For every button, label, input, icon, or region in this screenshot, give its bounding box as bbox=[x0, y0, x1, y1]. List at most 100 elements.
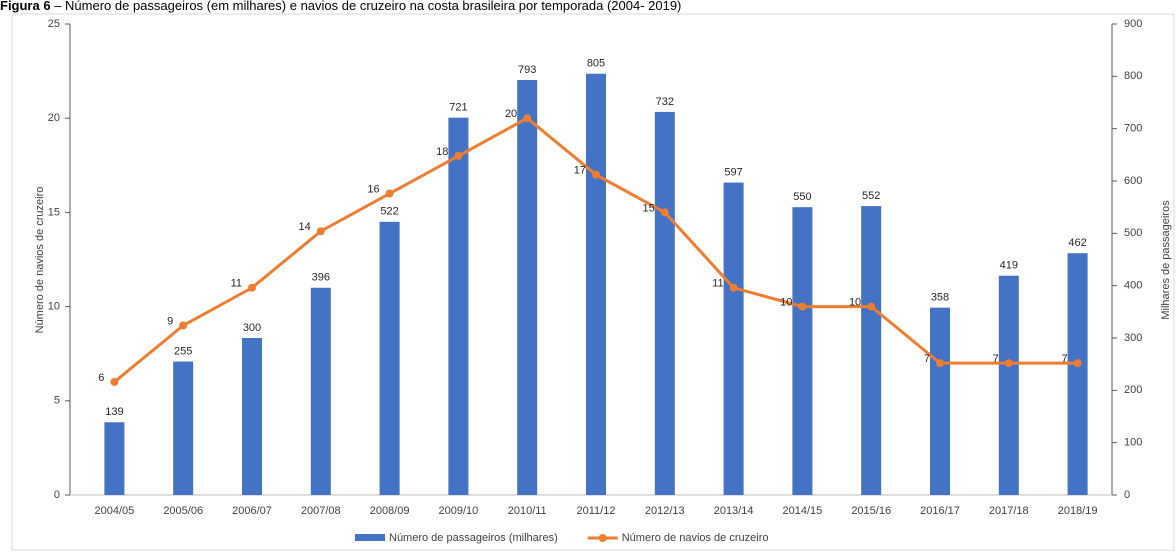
bar bbox=[310, 287, 331, 495]
x-tick-label: 2010/11 bbox=[508, 505, 547, 517]
legend-swatch bbox=[355, 534, 385, 541]
x-tick-label: 2009/10 bbox=[439, 505, 479, 517]
y2-tick-label: 800 bbox=[1124, 70, 1142, 82]
line-label: 16 bbox=[367, 183, 379, 195]
y2-tick-label: 0 bbox=[1124, 489, 1130, 501]
y2-tick-label: 200 bbox=[1124, 384, 1142, 396]
line-label: 15 bbox=[643, 202, 655, 214]
x-tick-label: 2008/09 bbox=[370, 505, 410, 517]
bar-label: 462 bbox=[1068, 237, 1086, 249]
line-label: 7 bbox=[993, 353, 999, 365]
line-marker bbox=[316, 227, 325, 236]
line-label: 7 bbox=[924, 353, 930, 365]
line-marker bbox=[1004, 359, 1013, 368]
bar-label: 552 bbox=[862, 190, 880, 202]
y2-tick-label: 500 bbox=[1124, 227, 1142, 239]
line-label: 10 bbox=[780, 297, 792, 309]
x-tick-label: 2011/12 bbox=[577, 505, 616, 517]
line-marker bbox=[592, 170, 600, 179]
bar bbox=[998, 275, 1019, 495]
x-tick-label: 2007/08 bbox=[301, 505, 341, 517]
line-label: 11 bbox=[712, 278, 723, 290]
line-label: 14 bbox=[299, 221, 311, 233]
bar bbox=[792, 207, 813, 495]
line-label: 7 bbox=[1061, 353, 1067, 365]
line-label: 18 bbox=[436, 146, 448, 158]
line-marker bbox=[179, 321, 188, 330]
legend-label: Número de navios de cruzeiro bbox=[622, 532, 769, 544]
bar-label: 255 bbox=[174, 345, 192, 357]
x-tick-label: 2012/13 bbox=[645, 505, 685, 517]
x-tick-label: 2018/19 bbox=[1058, 505, 1098, 517]
line-label: 6 bbox=[98, 372, 104, 384]
line-marker bbox=[1073, 359, 1082, 368]
bar bbox=[861, 206, 882, 495]
bar-label: 597 bbox=[724, 166, 742, 178]
y-axis-label: Número de navios de cruzeiro bbox=[34, 187, 46, 334]
line-marker bbox=[248, 283, 256, 292]
line-label: 17 bbox=[574, 165, 586, 177]
bar-label: 139 bbox=[105, 406, 123, 418]
line-marker bbox=[110, 377, 119, 386]
bar bbox=[242, 338, 262, 495]
y-tick-label: 0 bbox=[54, 489, 60, 501]
y-tick-label: 20 bbox=[48, 112, 60, 124]
y-tick-label: 10 bbox=[48, 301, 60, 313]
y-tick-label: 15 bbox=[48, 206, 60, 218]
bar-label: 300 bbox=[243, 322, 261, 334]
bar bbox=[448, 117, 469, 495]
x-tick-label: 2005/06 bbox=[163, 505, 203, 517]
bar bbox=[586, 73, 606, 495]
bar-label: 419 bbox=[1000, 260, 1018, 272]
y2-tick-label: 300 bbox=[1124, 332, 1142, 344]
y2-tick-label: 900 bbox=[1124, 18, 1142, 30]
y2-tick-label: 700 bbox=[1124, 123, 1142, 135]
bar-label: 732 bbox=[656, 96, 674, 108]
legend-label: Número de passageiros (milhares) bbox=[389, 532, 558, 544]
bar-label: 358 bbox=[931, 292, 949, 304]
bar bbox=[654, 111, 675, 496]
line-marker bbox=[385, 189, 394, 198]
x-tick-label: 2004/05 bbox=[95, 505, 135, 517]
y2-tick-label: 600 bbox=[1124, 175, 1142, 187]
legend-swatch-marker bbox=[598, 534, 607, 542]
line-label: 11 bbox=[231, 278, 242, 290]
line-label: 9 bbox=[167, 315, 173, 327]
bar bbox=[930, 307, 950, 495]
y2-tick-label: 100 bbox=[1124, 437, 1142, 449]
bar bbox=[517, 79, 538, 495]
bar-label: 721 bbox=[449, 102, 467, 114]
bar bbox=[1067, 253, 1088, 495]
bar-label: 793 bbox=[518, 64, 536, 76]
x-tick-label: 2016/17 bbox=[920, 505, 960, 517]
y2-axis-label: Milhares de passageiros bbox=[1160, 200, 1172, 320]
figure-label: Figura 6 bbox=[0, 0, 51, 13]
line-marker bbox=[729, 283, 738, 292]
y-tick-label: 25 bbox=[48, 18, 60, 30]
bar bbox=[379, 221, 400, 495]
x-tick-label: 2017/18 bbox=[989, 505, 1029, 517]
x-tick-label: 2006/07 bbox=[232, 505, 272, 517]
y-tick-label: 5 bbox=[54, 395, 60, 407]
line-label: 20 bbox=[505, 108, 517, 120]
chart-title: Figura 6 – Número de passageiros (em mil… bbox=[0, 0, 681, 13]
line-marker bbox=[660, 208, 669, 217]
bar bbox=[723, 182, 744, 495]
bar-label: 522 bbox=[380, 206, 398, 218]
bar bbox=[173, 361, 194, 495]
line-marker bbox=[936, 359, 944, 368]
line-marker bbox=[798, 302, 807, 311]
title-text: – Número de passageiros (em milhares) e … bbox=[51, 0, 682, 13]
x-tick-label: 2015/16 bbox=[851, 505, 891, 517]
chart-border bbox=[11, 13, 1175, 551]
line-marker bbox=[523, 114, 532, 123]
line-label: 10 bbox=[849, 297, 861, 309]
bar-label: 805 bbox=[587, 58, 605, 70]
x-tick-label: 2013/14 bbox=[714, 505, 754, 517]
y2-tick-label: 400 bbox=[1124, 280, 1142, 292]
bar bbox=[104, 422, 125, 495]
x-tick-label: 2014/15 bbox=[783, 505, 823, 517]
bar-label: 550 bbox=[793, 191, 811, 203]
bar-label: 396 bbox=[312, 272, 330, 284]
